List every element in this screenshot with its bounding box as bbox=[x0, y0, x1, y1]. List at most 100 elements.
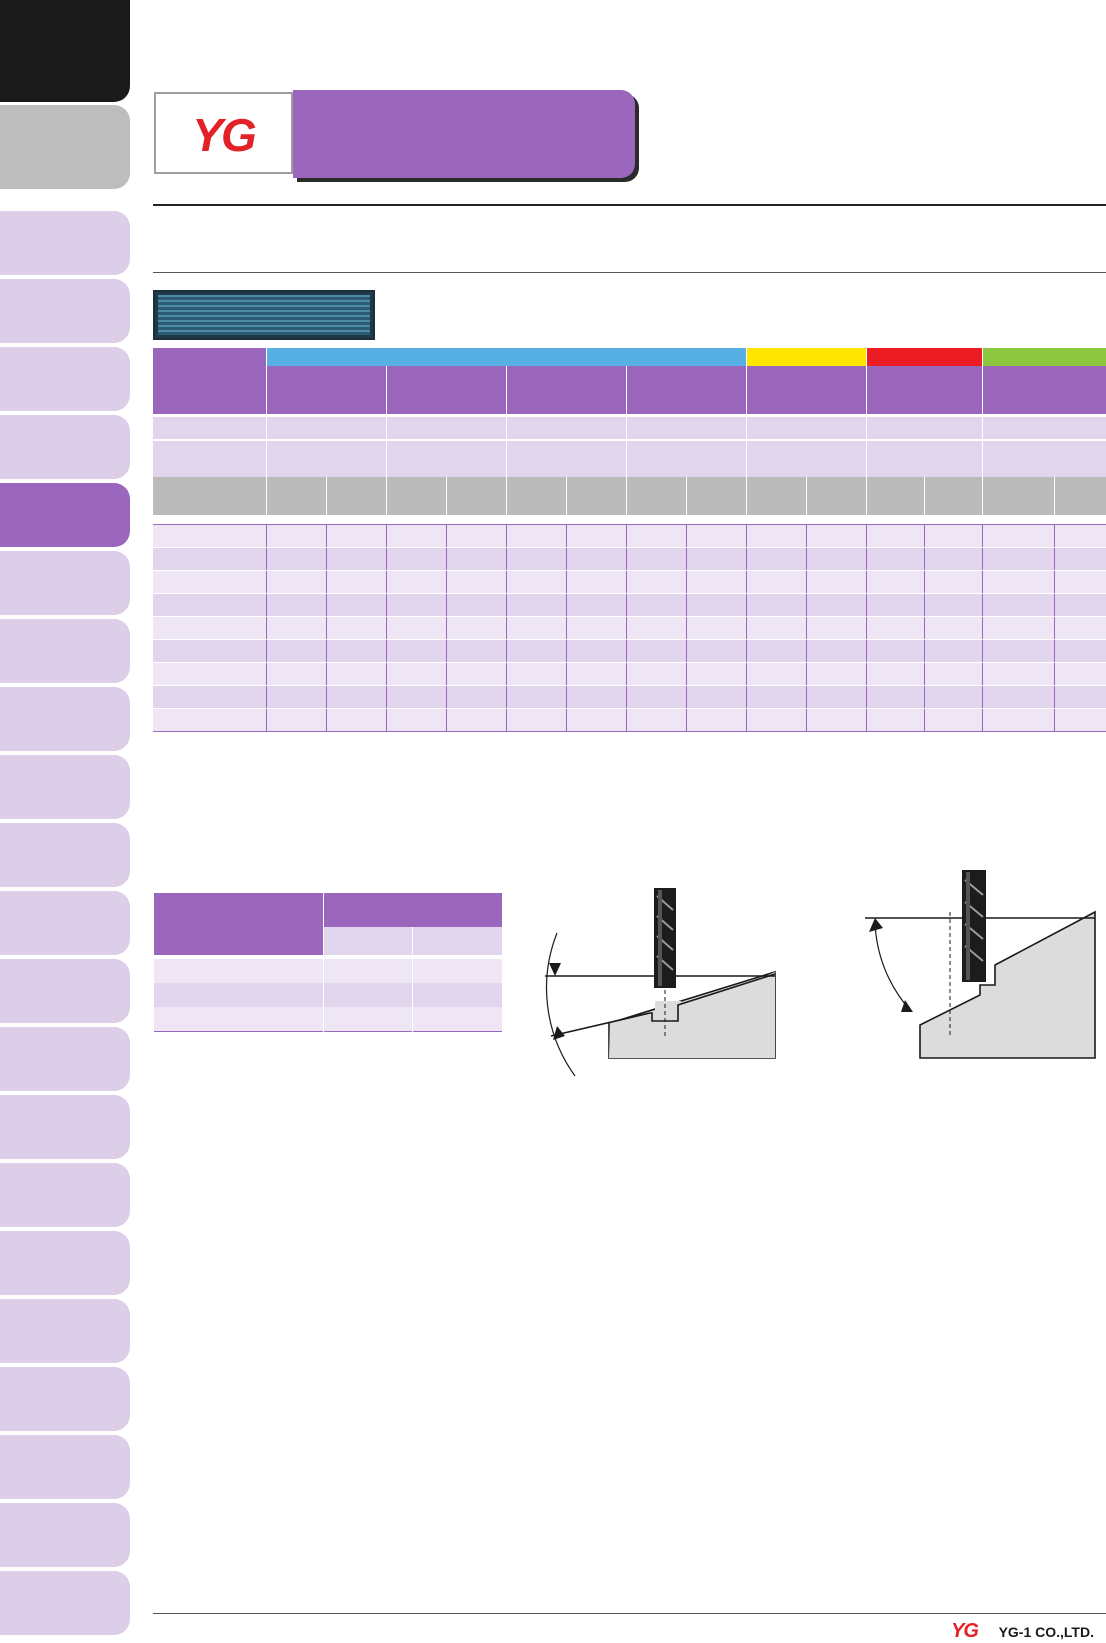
table-cell bbox=[325, 639, 386, 663]
table-cell bbox=[505, 685, 566, 709]
table-cell bbox=[745, 547, 806, 571]
sidebar-tab[interactable] bbox=[0, 1367, 130, 1431]
sidebar-tab[interactable] bbox=[0, 1503, 130, 1567]
title-banner bbox=[293, 90, 635, 178]
table-header-cell bbox=[153, 477, 266, 515]
sidebar-tab[interactable] bbox=[0, 1027, 130, 1091]
table-cell bbox=[625, 662, 686, 686]
table-cell bbox=[385, 570, 446, 594]
table-cell bbox=[745, 708, 806, 732]
table-cell bbox=[981, 570, 1054, 594]
sidebar-tab[interactable] bbox=[0, 1163, 130, 1227]
sidebar-tab[interactable] bbox=[0, 1435, 130, 1499]
sidebar-tab[interactable] bbox=[0, 551, 130, 615]
sidebar-tab[interactable] bbox=[0, 891, 130, 955]
sidebar-tab[interactable] bbox=[0, 1299, 130, 1363]
sidebar-tab[interactable] bbox=[0, 211, 130, 275]
table-cell bbox=[805, 547, 866, 571]
table-cell bbox=[865, 441, 982, 477]
table-cell bbox=[445, 570, 506, 594]
table-cell bbox=[385, 685, 446, 709]
table-cell bbox=[445, 639, 506, 663]
sidebar-tab[interactable] bbox=[0, 0, 130, 102]
table-cell bbox=[325, 524, 386, 548]
table-cell bbox=[325, 662, 386, 686]
table-row bbox=[153, 708, 1106, 732]
table-cell bbox=[505, 524, 566, 548]
table-cell bbox=[385, 708, 446, 732]
arrow-icon bbox=[553, 1026, 565, 1040]
sidebar-tab[interactable] bbox=[0, 279, 130, 343]
table-subheader-cell bbox=[265, 477, 326, 515]
section-label-bar bbox=[153, 290, 375, 340]
table-cell bbox=[445, 616, 506, 640]
table-cell bbox=[685, 685, 746, 709]
table-header-cell bbox=[981, 366, 1106, 414]
sidebar-tab[interactable] bbox=[0, 959, 130, 1023]
table-cell bbox=[1053, 570, 1106, 594]
table-cell bbox=[865, 708, 924, 732]
sidebar-tab[interactable] bbox=[0, 687, 130, 751]
table-cell bbox=[385, 639, 446, 663]
table-cell bbox=[153, 570, 266, 594]
arrow-icon bbox=[549, 963, 561, 976]
logo-wordmark: YG bbox=[192, 109, 256, 161]
table-cell bbox=[745, 524, 806, 548]
table-cell bbox=[385, 524, 446, 548]
section-rule bbox=[153, 272, 1106, 273]
sidebar-tab[interactable] bbox=[0, 1231, 130, 1295]
table-cell bbox=[325, 685, 386, 709]
ramping-diagram-right bbox=[865, 870, 1096, 1059]
table-cell bbox=[505, 593, 566, 617]
table-cell bbox=[625, 417, 746, 439]
table-cell bbox=[1053, 662, 1106, 686]
sidebar-tab[interactable] bbox=[0, 1571, 130, 1635]
table-cell bbox=[865, 685, 924, 709]
table-cell bbox=[805, 570, 866, 594]
table-cell bbox=[981, 441, 1106, 477]
table-cell bbox=[385, 616, 446, 640]
correction-table bbox=[153, 893, 502, 1032]
cutting-data-table bbox=[153, 348, 1106, 732]
table-cell bbox=[265, 616, 326, 640]
table-cell bbox=[153, 616, 266, 640]
sidebar-tab[interactable] bbox=[0, 105, 130, 189]
table-cell bbox=[325, 570, 386, 594]
table-cell bbox=[565, 662, 626, 686]
table-cell bbox=[565, 547, 626, 571]
sidebar-tab[interactable] bbox=[0, 619, 130, 683]
table-cell bbox=[685, 593, 746, 617]
table-cell bbox=[745, 593, 806, 617]
table-cell bbox=[153, 685, 266, 709]
sidebar-tab[interactable] bbox=[0, 415, 130, 479]
table-cell bbox=[923, 685, 982, 709]
table-cell bbox=[565, 524, 626, 548]
table-cell bbox=[153, 708, 266, 732]
table-cell bbox=[685, 708, 746, 732]
table-cell bbox=[745, 570, 806, 594]
sidebar-tab[interactable] bbox=[0, 823, 130, 887]
sidebar-tab[interactable] bbox=[0, 755, 130, 819]
footer-rule bbox=[153, 1613, 1106, 1614]
table-cell bbox=[981, 417, 1106, 439]
table-cell bbox=[565, 639, 626, 663]
table-cell bbox=[923, 616, 982, 640]
table-cell bbox=[153, 639, 266, 663]
table-cell bbox=[865, 662, 924, 686]
table-header-cell bbox=[505, 366, 626, 414]
table-cell bbox=[505, 616, 566, 640]
table-cell bbox=[565, 685, 626, 709]
material-group-header bbox=[265, 348, 746, 366]
sidebar-tab[interactable] bbox=[0, 483, 130, 547]
table-cell bbox=[325, 708, 386, 732]
table-cell bbox=[265, 685, 326, 709]
table-subheader-cell bbox=[685, 477, 746, 515]
table-row bbox=[153, 662, 1106, 686]
sidebar-tab[interactable] bbox=[0, 347, 130, 411]
table-cell bbox=[805, 593, 866, 617]
table-cell bbox=[865, 524, 924, 548]
table-cell bbox=[625, 685, 686, 709]
table-cell bbox=[685, 524, 746, 548]
sidebar-tab[interactable] bbox=[0, 1095, 130, 1159]
table-cell bbox=[981, 685, 1054, 709]
